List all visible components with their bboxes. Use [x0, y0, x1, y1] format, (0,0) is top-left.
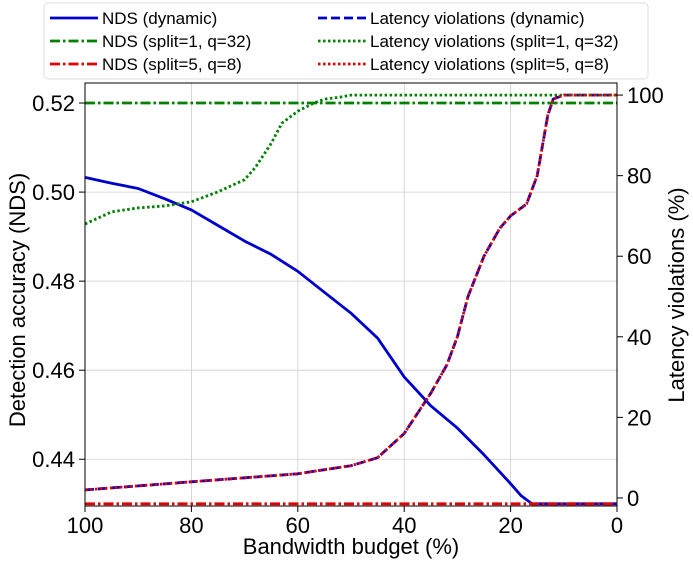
x-tick-label-60: 60	[286, 513, 310, 538]
x-axis-label: Bandwidth budget (%)	[243, 534, 459, 559]
y-right-tick-label-0: 0	[627, 486, 639, 511]
y-right-tick-label-20: 20	[627, 405, 651, 430]
legend-label-nds-split-1-q-32: NDS (split=1, q=32)	[102, 32, 251, 51]
x-tick-label-20: 20	[498, 513, 522, 538]
legend-label-nds-split-5-q-8: NDS (split=5, q=8)	[102, 55, 242, 74]
ticks: 100 80 60 40 20 0 0.44 0.46 0.48 0.50 0.52 0 20 40 60 8…	[32, 83, 664, 538]
legend: NDS (dynamic) Latency violations (dynamic…	[43, 2, 649, 80]
plot-frame	[84, 82, 618, 507]
x-tick-label-80: 80	[179, 513, 203, 538]
y-left-tick-label-4: 0.52	[32, 91, 75, 116]
y-left-tick-label-2: 0.48	[32, 269, 75, 294]
x-tick-label-40: 40	[392, 513, 416, 538]
legend-label-nds-dynamic: NDS (dynamic)	[102, 9, 217, 28]
legend-box	[43, 2, 649, 80]
y-left-axis-label: Detection accuracy (NDS)	[5, 173, 30, 427]
y-left-tick-label-0: 0.44	[32, 447, 75, 472]
legend-label-latency-violations-dynamic: Latency violations (dynamic)	[370, 9, 584, 28]
y-right-tick-label-100: 100	[627, 83, 664, 108]
legend-label-latency-violations-split-1-q-32: Latency violations (split=1, q=32)	[370, 32, 619, 51]
y-right-tick-label-60: 60	[627, 244, 651, 269]
x-tick-label-0: 0	[611, 513, 623, 538]
x-tick-label-100: 100	[67, 513, 104, 538]
y-right-tick-label-80: 80	[627, 164, 651, 189]
series-latency-violations-split-5-q-8	[84, 93, 617, 492]
y-left-tick-label-3: 0.50	[32, 180, 75, 205]
y-right-tick-label-40: 40	[627, 325, 651, 350]
y-left-tick-label-1: 0.46	[32, 358, 75, 383]
series-layer	[84, 93, 617, 506]
y-right-axis-label: Latency violations (%)	[664, 187, 689, 402]
legend-label-latency-violations-split-5-q-8: Latency violations (split=5, q=8)	[370, 55, 609, 74]
series-latency-violations-dynamic	[84, 93, 617, 492]
series-latency-violations-split-1-q-32	[84, 93, 617, 226]
